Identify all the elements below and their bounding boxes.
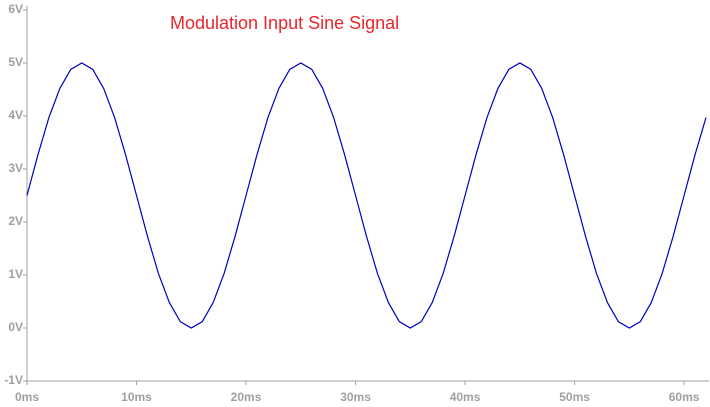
x-tick-label: 10ms — [121, 390, 152, 404]
x-tick-label: 0ms — [15, 390, 39, 404]
signal-line — [26, 62, 707, 329]
y-tick-label: 1V — [8, 267, 23, 281]
x-tick-label: 50ms — [559, 390, 590, 404]
x-tick-label: 20ms — [231, 390, 262, 404]
y-tick-label: 5V — [8, 55, 23, 69]
y-tick-label: 3V — [8, 161, 23, 175]
y-tick-label: 0V — [8, 320, 23, 334]
y-tick-label: 4V — [8, 108, 23, 122]
x-tick-label: 30ms — [340, 390, 371, 404]
y-tick-label: 6V — [8, 2, 23, 16]
y-tick-label: -1V — [4, 373, 23, 387]
chart-title: Modulation Input Sine Signal — [170, 13, 399, 33]
x-tick-label: 40ms — [450, 390, 481, 404]
y-tick-label: 2V — [8, 214, 23, 228]
x-tick-label: 60ms — [669, 390, 700, 404]
